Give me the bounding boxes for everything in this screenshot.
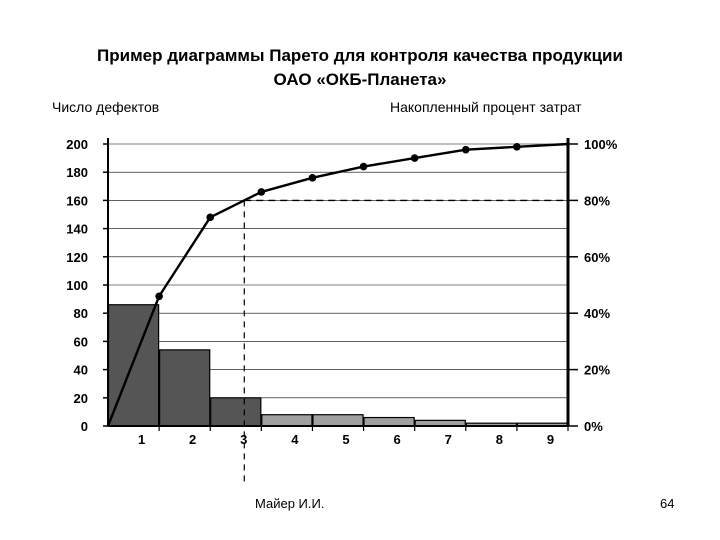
cumulative-point-1	[155, 292, 163, 301]
left-tick-label-0: 0	[81, 419, 88, 434]
right-axis-title: Накопленный процент затрат	[390, 99, 582, 115]
x-tick-label-9: 9	[547, 432, 554, 447]
cumulative-point-5	[359, 162, 368, 171]
left-tick-label-80: 80	[74, 306, 88, 321]
grid-lines	[108, 143, 568, 399]
right-tick-label-20: 20%	[584, 363, 610, 378]
x-tick-label-6: 6	[393, 432, 400, 447]
x-tick-label-3: 3	[240, 432, 247, 447]
x-tick-label-8: 8	[496, 432, 503, 447]
x-tick-label-5: 5	[342, 432, 349, 447]
author: Майер И.И.	[255, 496, 325, 511]
right-axis-ticks: 0% 20% 40% 60% 80% 100%	[568, 137, 618, 434]
bar-6	[363, 416, 415, 427]
cumulative-line	[106, 142, 569, 427]
axes	[107, 138, 570, 427]
left-tick-label-160: 160	[66, 193, 88, 208]
left-axis-title: Число дефектов	[52, 99, 160, 115]
cumulative-point-8	[513, 143, 521, 151]
right-tick-label-40: 40%	[584, 306, 610, 321]
x-tick-label-7: 7	[445, 432, 452, 447]
right-tick-label-80: 80%	[584, 193, 610, 208]
left-tick-label-180: 180	[66, 165, 88, 180]
cumulative-point-3	[257, 188, 266, 196]
x-tick-label-2: 2	[189, 432, 196, 447]
bar-5	[312, 414, 364, 427]
left-tick-label-120: 120	[66, 250, 88, 265]
bar-2	[159, 349, 211, 427]
bar-3	[210, 397, 262, 427]
cumulative-point-2	[206, 213, 215, 222]
chart-title-line1: Пример диаграммы Парето для контроля кач…	[97, 46, 623, 65]
chart-title-line2: ОАО «ОКБ-Планета»	[273, 70, 447, 89]
left-tick-label-140: 140	[66, 222, 88, 237]
bar-4	[261, 414, 313, 427]
bars	[107, 304, 569, 427]
cumulative-point-4	[308, 174, 317, 182]
cumulative-point-6	[410, 154, 419, 162]
cumulative-curve	[106, 142, 569, 427]
x-tick-label-4: 4	[291, 432, 299, 447]
left-tick-label-60: 60	[74, 334, 88, 349]
cumulative-point-7	[461, 145, 470, 154]
left-tick-label-40: 40	[74, 363, 88, 378]
right-tick-label-100: 100%	[584, 137, 618, 152]
left-tick-label-200: 200	[66, 137, 88, 152]
x-axis-ticks: 1 2 3 4 5 6 7 8 9	[138, 426, 569, 447]
x-tick-label-1: 1	[138, 432, 145, 447]
left-axis-ticks: 0 20 40 60 80 100 120 140 160 180 200	[66, 137, 108, 434]
right-tick-label-60: 60%	[584, 250, 610, 265]
left-tick-label-20: 20	[74, 391, 88, 406]
left-tick-label-100: 100	[66, 278, 88, 293]
right-tick-label-0: 0%	[584, 419, 603, 434]
page-number: 64	[660, 496, 675, 511]
reference-lines	[243, 199, 568, 484]
